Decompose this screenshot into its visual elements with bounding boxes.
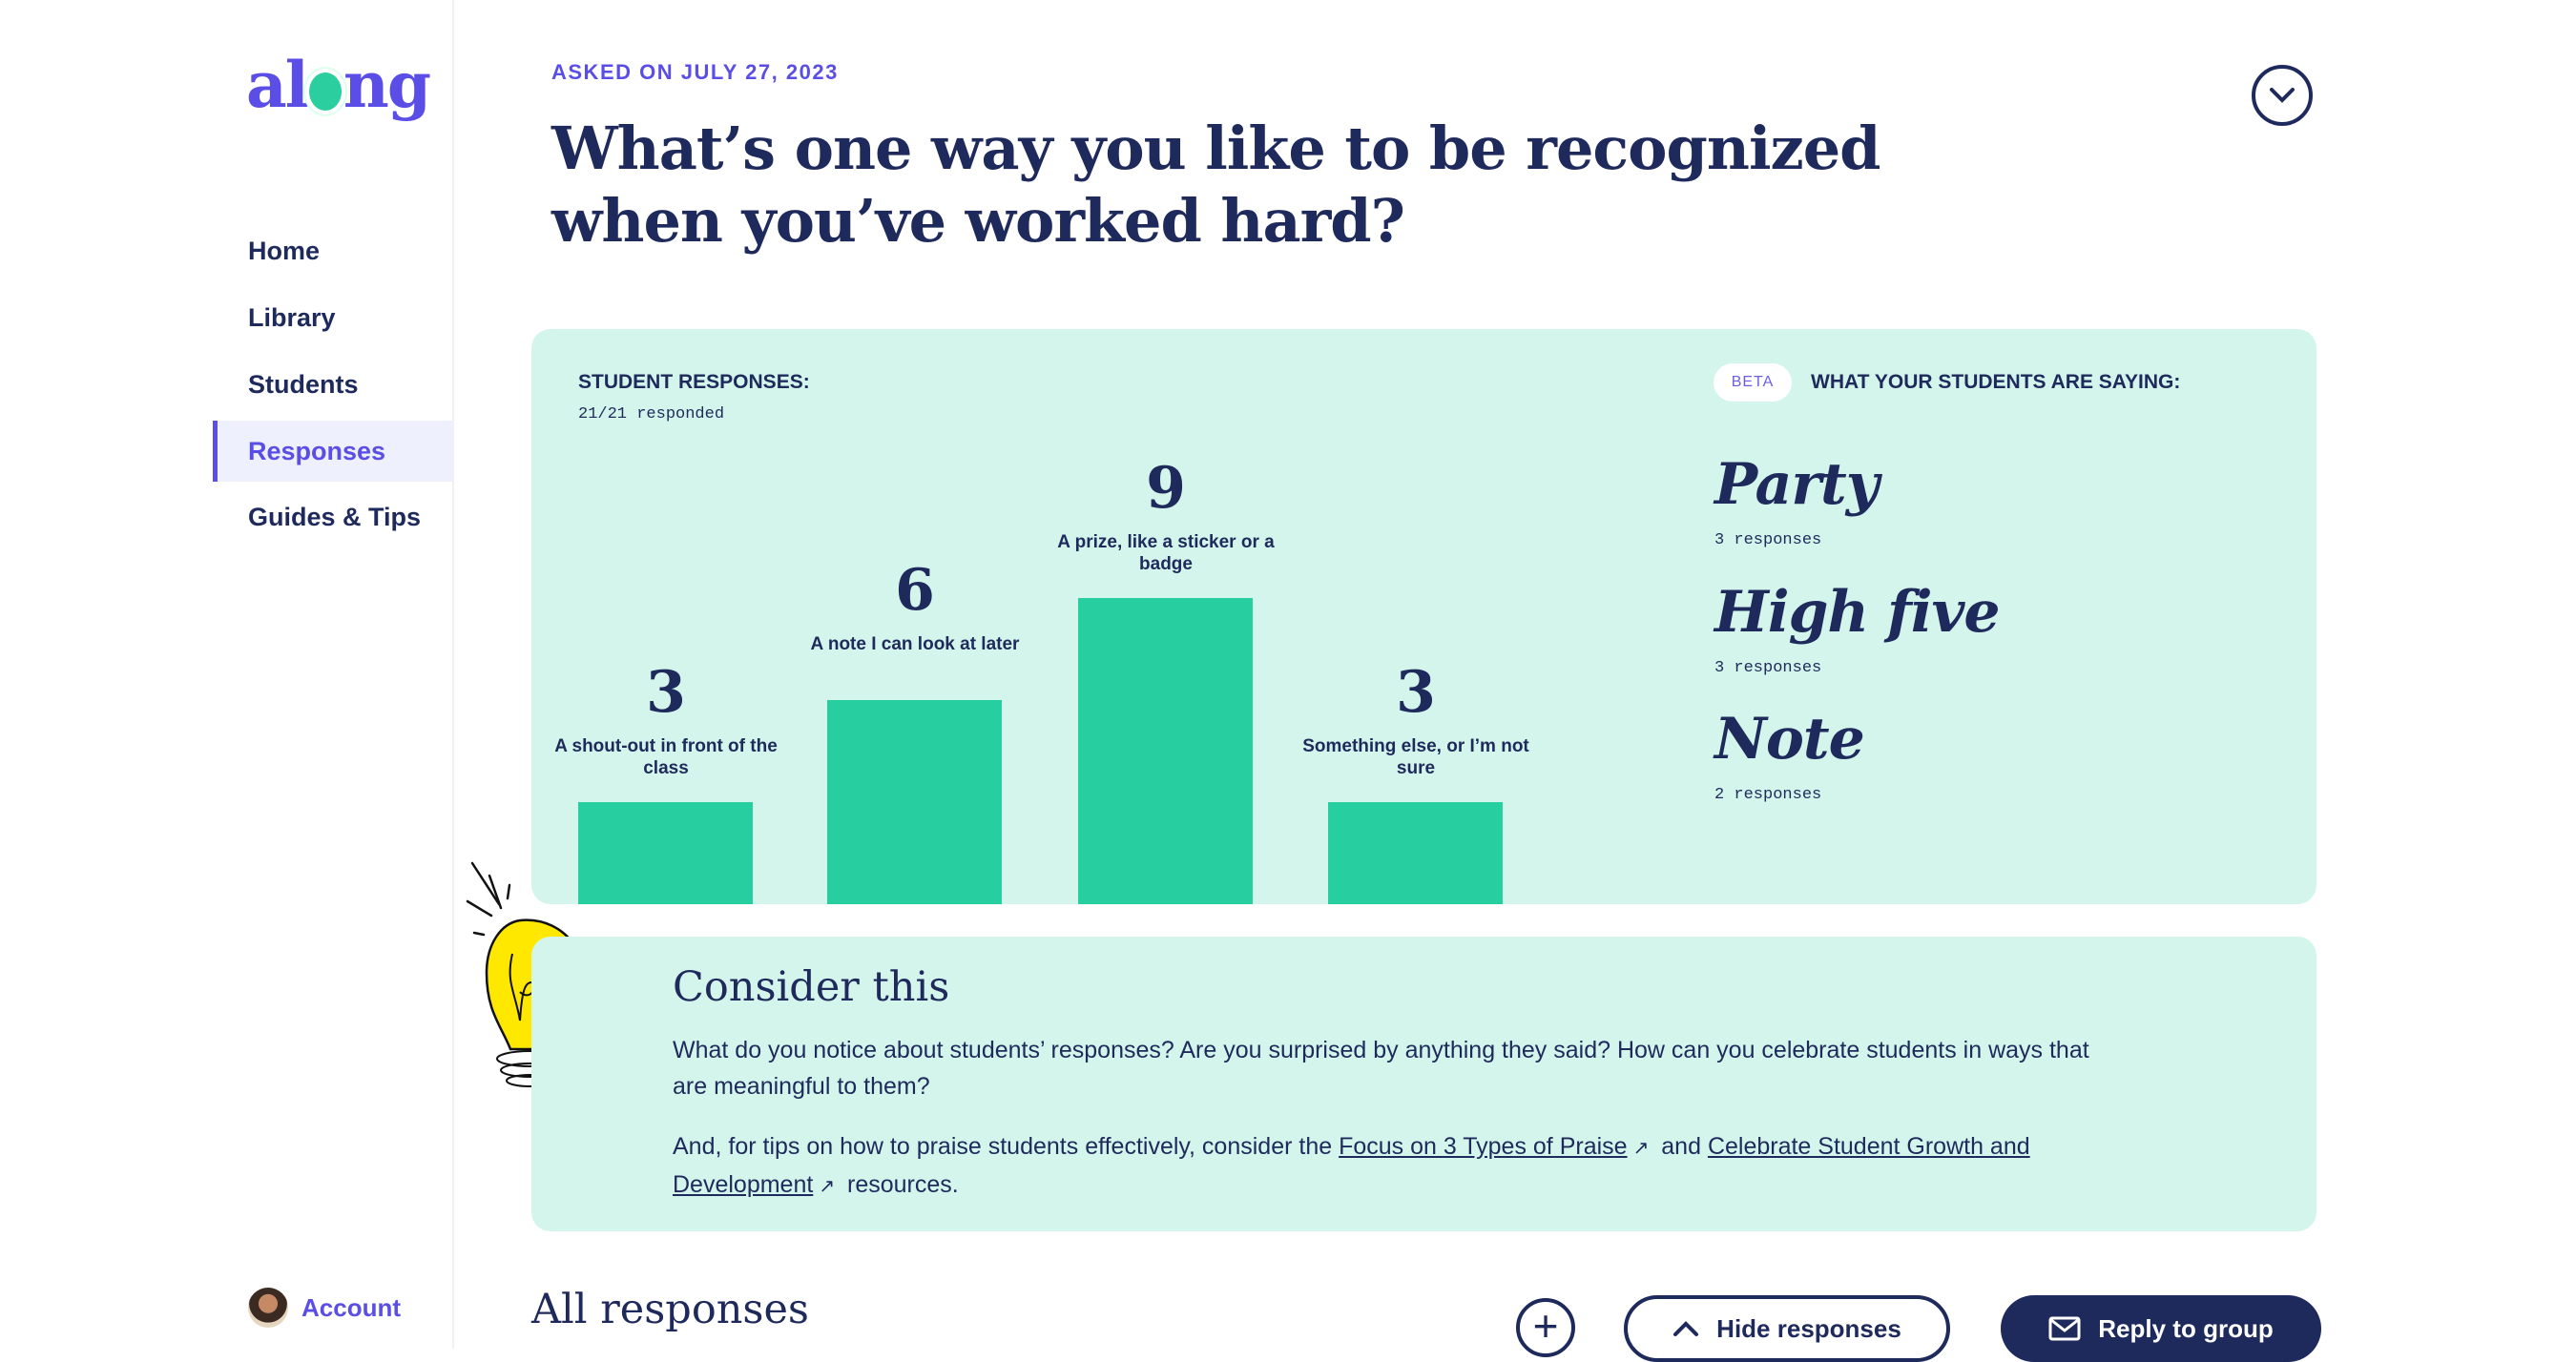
focus-praise-link[interactable]: Focus on 3 Types of Praise xyxy=(1339,1133,1628,1160)
responded-count: 21/21 responded xyxy=(578,405,725,423)
consider-links-text: And, for tips on how to praise students … xyxy=(673,1128,2094,1205)
bar-label: Something else, or I’m not sure xyxy=(1302,735,1529,778)
sidebar-item-responses[interactable]: Responses xyxy=(213,421,454,482)
word-count: 3 responses xyxy=(1714,531,1822,549)
text: resources. xyxy=(841,1171,959,1198)
avatar xyxy=(248,1288,288,1328)
consider-title: Consider this xyxy=(673,963,950,1011)
external-link-icon: ↗ xyxy=(819,1176,836,1197)
text: and xyxy=(1654,1133,1708,1160)
chart-title: STUDENT RESPONSES: xyxy=(578,371,810,393)
chevron-up-icon xyxy=(1673,1321,1699,1336)
reply-to-group-button[interactable]: Reply to group xyxy=(2001,1295,2321,1362)
bar-label: A note I can look at later xyxy=(810,633,1020,654)
bar-label: A prize, like a sticker or a badge xyxy=(1057,531,1275,574)
mail-icon xyxy=(2048,1316,2081,1341)
bar-value: 6 xyxy=(895,556,935,624)
account-label: Account xyxy=(301,1292,401,1322)
bar-label: A shout-out in front of the class xyxy=(554,735,778,778)
word-count: 3 responses xyxy=(1714,659,1822,677)
sidebar-item-home[interactable]: Home xyxy=(248,237,321,265)
word-note: Note xyxy=(1714,706,1865,773)
collapse-button[interactable] xyxy=(2252,65,2313,126)
sidebar-item-guides-tips[interactable]: Guides & Tips xyxy=(248,503,422,531)
saying-label: WHAT YOUR STUDENTS ARE SAYING: xyxy=(1811,371,2181,393)
sun-face-icon xyxy=(308,72,342,111)
bar-value: 3 xyxy=(646,658,686,726)
responses-panel: STUDENT RESPONSES: 21/21 responded BETA … xyxy=(531,329,2316,904)
consider-panel: Consider this What do you notice about s… xyxy=(531,937,2316,1231)
word-count: 2 responses xyxy=(1714,786,1822,804)
sidebar-item-library[interactable]: Library xyxy=(248,303,336,332)
external-link-icon: ↗ xyxy=(1632,1138,1650,1159)
chevron-down-icon xyxy=(2270,88,2295,103)
word-high-five: High five xyxy=(1714,579,2001,646)
bar xyxy=(578,801,753,904)
text: And, for tips on how to praise students … xyxy=(673,1133,1340,1160)
celebrate-growth-link[interactable]: Celebrate Student Growth and Development xyxy=(673,1133,2030,1198)
page-title: What’s one way you like to be recognized… xyxy=(551,114,1881,256)
consider-text: What do you notice about students’ respo… xyxy=(673,1037,2089,1100)
beta-badge: BETA xyxy=(1714,363,1792,402)
bar xyxy=(1328,801,1503,904)
bar xyxy=(827,699,1002,904)
word-party: Party xyxy=(1714,451,1880,518)
all-responses-heading: All responses xyxy=(531,1286,809,1333)
bar-value: 3 xyxy=(1396,658,1436,726)
sidebar-item-students[interactable]: Students xyxy=(248,370,359,399)
along-logo[interactable]: al ng xyxy=(246,48,431,122)
hide-label: Hide responses xyxy=(1716,1313,1901,1343)
asked-date: ASKED ON JULY 27, 2023 xyxy=(551,60,839,84)
hide-responses-button[interactable]: Hide responses xyxy=(1624,1295,1950,1362)
plus-icon: + xyxy=(1532,1301,1559,1351)
account-link[interactable]: Account xyxy=(248,1288,401,1328)
bar xyxy=(1078,597,1253,904)
bar-value: 9 xyxy=(1146,454,1186,522)
reply-label: Reply to group xyxy=(2098,1313,2274,1343)
sidebar: al ng Home Library Students Responses Gui… xyxy=(0,0,454,1349)
